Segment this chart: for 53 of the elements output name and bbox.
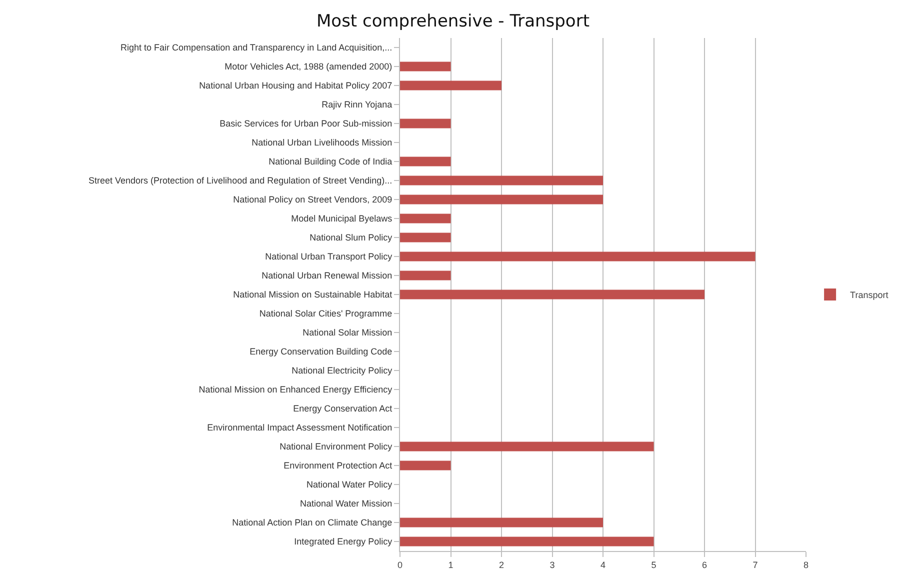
y-tick-label: National Policy on Street Vendors, 2009	[233, 194, 392, 205]
y-tick-label: National Mission on Enhanced Energy Efficiency	[198, 384, 393, 395]
x-tick-label: 1	[448, 560, 454, 570]
x-tick-label: 6	[702, 560, 708, 570]
x-tick-label: 2	[498, 560, 504, 570]
y-tick-label: Basic Services for Urban Poor Sub-mission	[220, 118, 392, 129]
y-tick-label: National Environment Policy	[280, 442, 393, 452]
bar	[400, 80, 502, 90]
chart-title: Most comprehensive - Transport	[316, 11, 590, 32]
x-tick-label: 3	[550, 560, 555, 570]
y-tick-label: Street Vendors (Protection of Livelihood and Regulation of Street Vending)...	[88, 176, 392, 186]
bar	[400, 62, 451, 72]
x-tick-label: 5	[651, 560, 656, 570]
y-tick-label: Model Municipal Byelaws	[291, 214, 393, 224]
x-tick-label: 7	[752, 560, 758, 570]
bar	[400, 270, 451, 280]
bar	[400, 536, 654, 546]
y-tick-label: Environmental Impact Assessment Notification	[207, 422, 392, 433]
y-tick-label: National Electricity Policy	[292, 366, 393, 376]
y-tick-label: Motor Vehicles Act, 1988 (amended 2000)	[224, 62, 392, 72]
bar	[400, 214, 451, 224]
y-tick-label: Environment Protection Act	[284, 460, 393, 471]
y-tick-label: Energy Conservation Act	[293, 404, 393, 414]
bar	[400, 442, 654, 452]
y-tick-label: National Building Code of India	[268, 156, 392, 167]
bar	[400, 252, 756, 262]
bar	[400, 156, 451, 166]
y-tick-label: National Action Plan on Climate Change	[232, 518, 392, 528]
bar	[400, 232, 451, 242]
bar	[400, 176, 603, 186]
bar	[400, 118, 451, 128]
bar	[400, 460, 451, 470]
y-tick-label: Right to Fair Compensation and Transparency in Land Acquisition,...	[120, 42, 392, 53]
x-tick-label: 0	[397, 560, 403, 570]
y-tick-label: National Urban Renewal Mission	[262, 270, 392, 281]
y-tick-label: National Solar Mission	[302, 328, 392, 338]
y-tick-label: National Urban Transport Policy	[265, 252, 393, 262]
x-tick-label: 8	[803, 560, 809, 570]
y-tick-label: National Water Mission	[300, 498, 392, 509]
y-tick-label: National Urban Housing and Habitat Policy 2007	[199, 80, 392, 91]
y-tick-label: Energy Conservation Building Code	[250, 346, 392, 357]
y-tick-label: National Water Policy	[306, 480, 393, 490]
y-tick-label: National Urban Livelihoods Mission	[252, 138, 392, 148]
bar	[400, 194, 603, 204]
bar	[400, 518, 603, 528]
bar	[400, 290, 704, 300]
y-tick-label: Rajiv Rinn Yojana	[322, 100, 392, 110]
y-tick-label: National Solar Cities' Programme	[259, 308, 392, 319]
x-tick-label: 4	[600, 560, 606, 570]
y-tick-label: National Mission on Sustainable Habitat	[233, 290, 393, 300]
y-tick-label: National Slum Policy	[310, 232, 393, 243]
y-tick-label: Integrated Energy Policy	[294, 536, 393, 547]
legend-label: Transport	[850, 290, 889, 300]
